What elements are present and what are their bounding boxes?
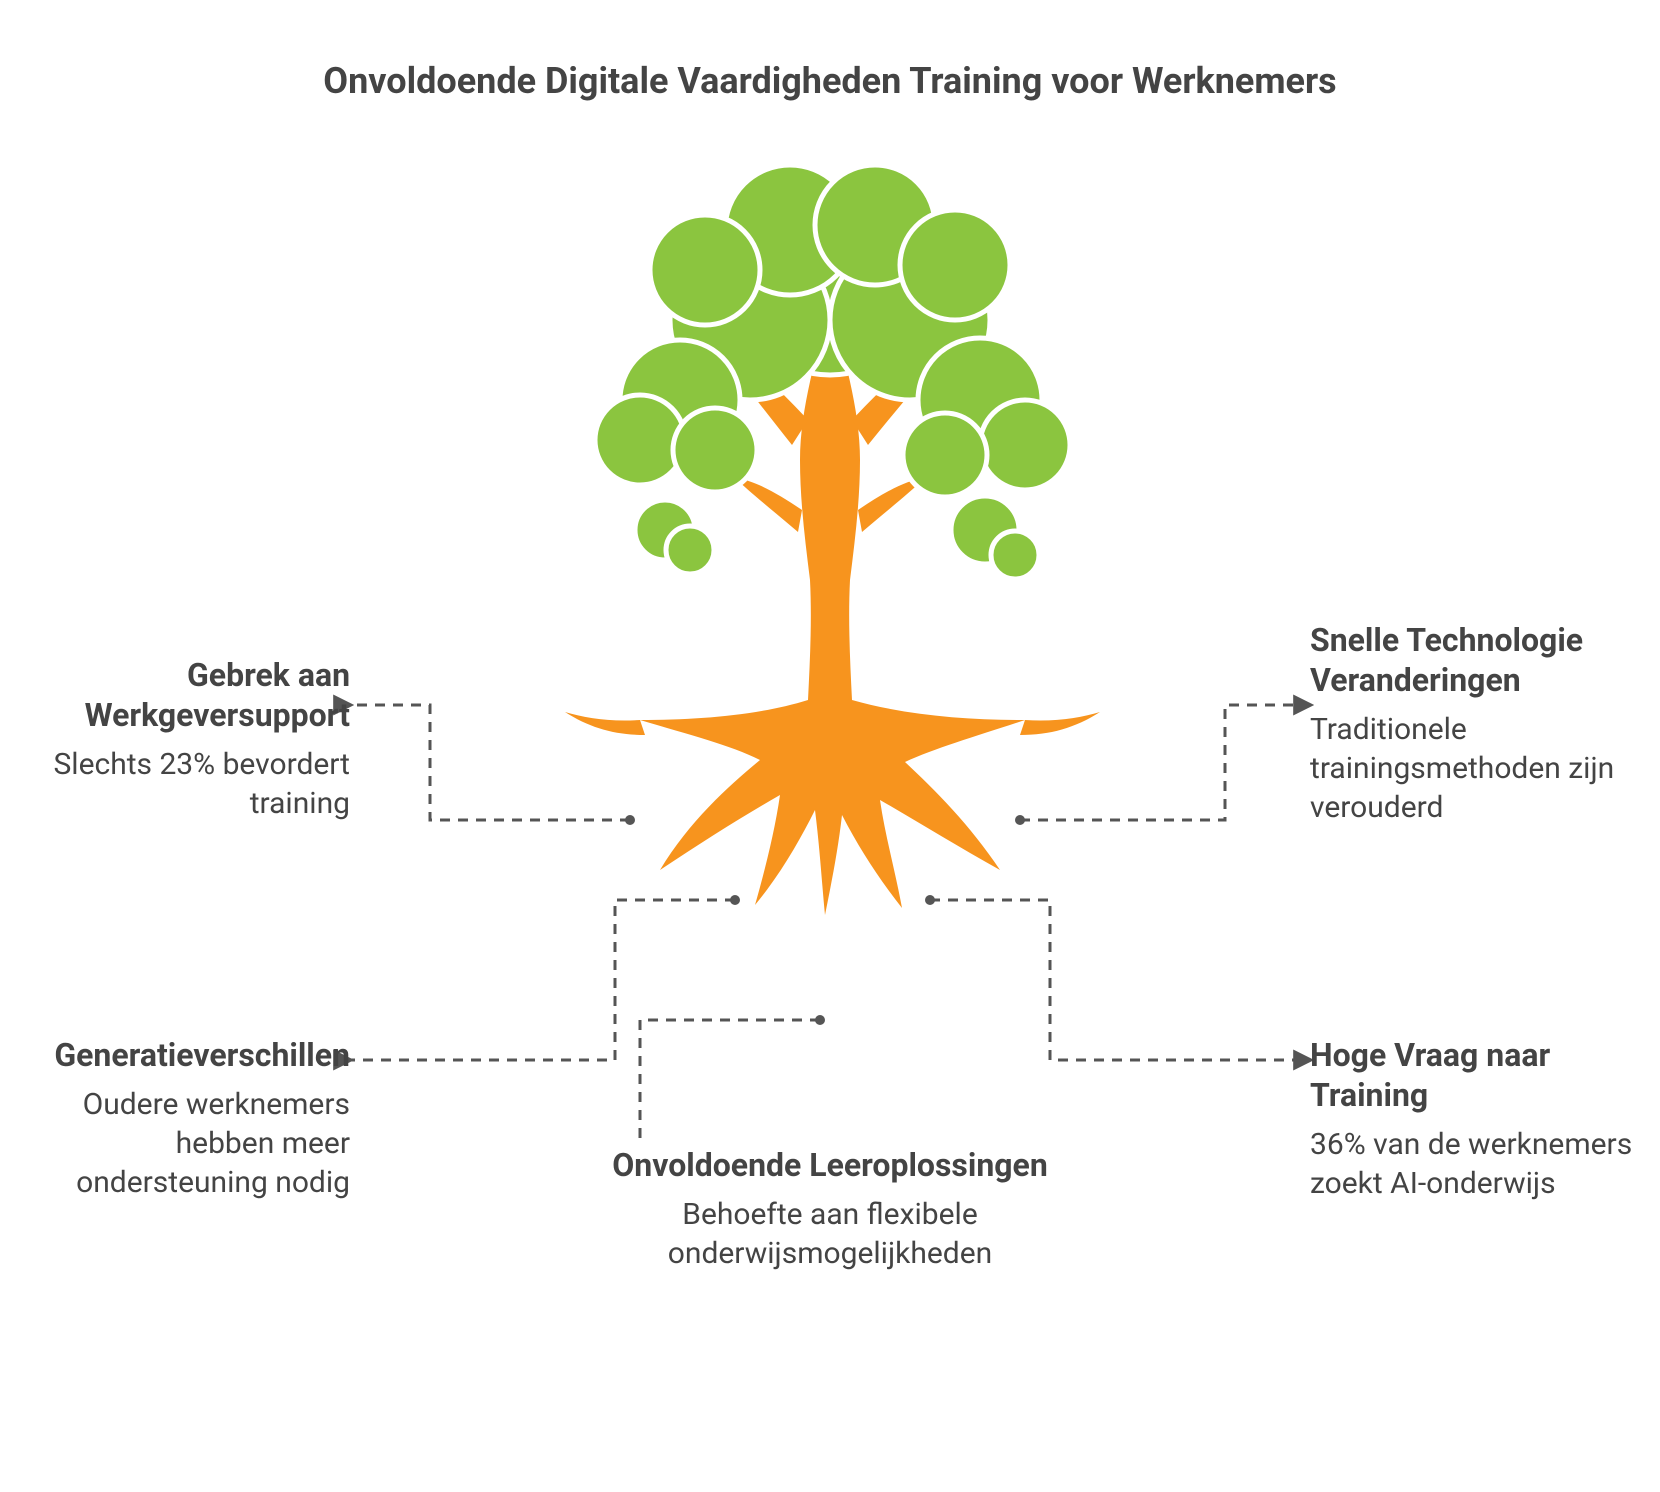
callout-body: Traditionele trainingsmethoden zijn vero… (1310, 710, 1640, 827)
callout-body: 36% van de werknemers zoekt AI-onderwijs (1310, 1125, 1640, 1203)
callout-top-right: Snelle Technologie Veranderingen Traditi… (1310, 620, 1640, 827)
callout-body: Slechts 23% bevordert training (20, 745, 350, 823)
callout-heading: Gebrek aan Werkgeversupport (20, 655, 350, 735)
callout-mid-left: Generatieverschillen Oudere werknemers h… (20, 1035, 350, 1202)
page-title: Onvoldoende Digitale Vaardigheden Traini… (0, 60, 1660, 102)
callout-top-left: Gebrek aan Werkgeversupport Slechts 23% … (20, 655, 350, 823)
callout-bottom-center: Onvoldoende Leeroplossingen Behoefte aan… (560, 1145, 1100, 1273)
callout-body: Oudere werknemers hebben meer ondersteun… (20, 1085, 350, 1202)
callout-heading: Snelle Technologie Veranderingen (1310, 620, 1640, 700)
callout-body: Behoefte aan flexibele onderwijsmogelijk… (560, 1195, 1100, 1273)
callout-heading: Onvoldoende Leeroplossingen (560, 1145, 1100, 1185)
callout-heading: Hoge Vraag naar Training (1310, 1035, 1640, 1115)
tree-illustration (530, 160, 1130, 940)
callout-heading: Generatieverschillen (20, 1035, 350, 1075)
callout-mid-right: Hoge Vraag naar Training 36% van de werk… (1310, 1035, 1640, 1203)
